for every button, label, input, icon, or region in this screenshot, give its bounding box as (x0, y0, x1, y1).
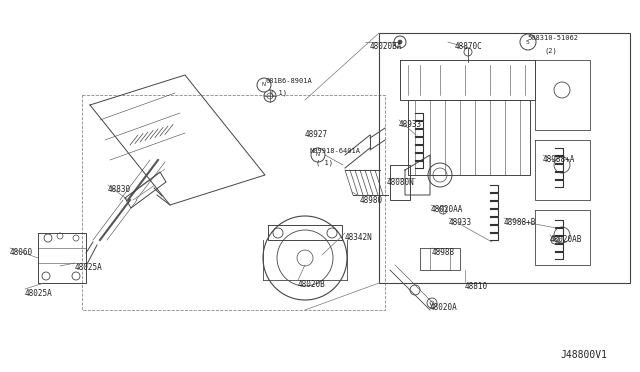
Text: ( 1): ( 1) (316, 159, 333, 166)
Text: 48830: 48830 (108, 185, 131, 194)
Text: 081B6-8901A: 081B6-8901A (266, 78, 313, 84)
Text: ( 1): ( 1) (270, 89, 287, 96)
Bar (82, 95, 385, 310)
Bar (379, 33, 630, 283)
Text: 48020AA: 48020AA (431, 205, 463, 214)
Text: 48988+B: 48988+B (504, 218, 536, 227)
Text: 48933: 48933 (399, 120, 422, 129)
Text: N: N (262, 83, 266, 87)
Text: 48980: 48980 (360, 196, 383, 205)
Circle shape (257, 78, 271, 92)
Text: 48080N: 48080N (387, 178, 415, 187)
Text: 48933: 48933 (449, 218, 472, 227)
Text: 48020A: 48020A (430, 303, 458, 312)
Circle shape (520, 34, 536, 50)
Text: 5: 5 (526, 39, 530, 45)
Text: J48800V1: J48800V1 (560, 350, 607, 360)
Text: N09918-6401A: N09918-6401A (310, 148, 361, 154)
Text: 48020AB: 48020AB (550, 235, 582, 244)
Circle shape (311, 148, 325, 162)
Text: 48927: 48927 (305, 130, 328, 139)
Text: 48020BA: 48020BA (370, 42, 403, 51)
Text: 48025A: 48025A (25, 289, 52, 298)
Text: (2): (2) (545, 48, 557, 55)
Text: 48342N: 48342N (345, 233, 372, 242)
Text: 48988: 48988 (432, 248, 455, 257)
Circle shape (398, 40, 402, 44)
Text: 508310-51062: 508310-51062 (527, 35, 578, 41)
Text: 48020B: 48020B (298, 280, 326, 289)
Text: 48988+A: 48988+A (543, 155, 575, 164)
Text: N: N (316, 153, 320, 157)
Text: 48810: 48810 (465, 282, 488, 291)
Text: 48060: 48060 (10, 248, 33, 257)
Text: 48870C: 48870C (455, 42, 483, 51)
Text: 48025A: 48025A (75, 263, 103, 272)
